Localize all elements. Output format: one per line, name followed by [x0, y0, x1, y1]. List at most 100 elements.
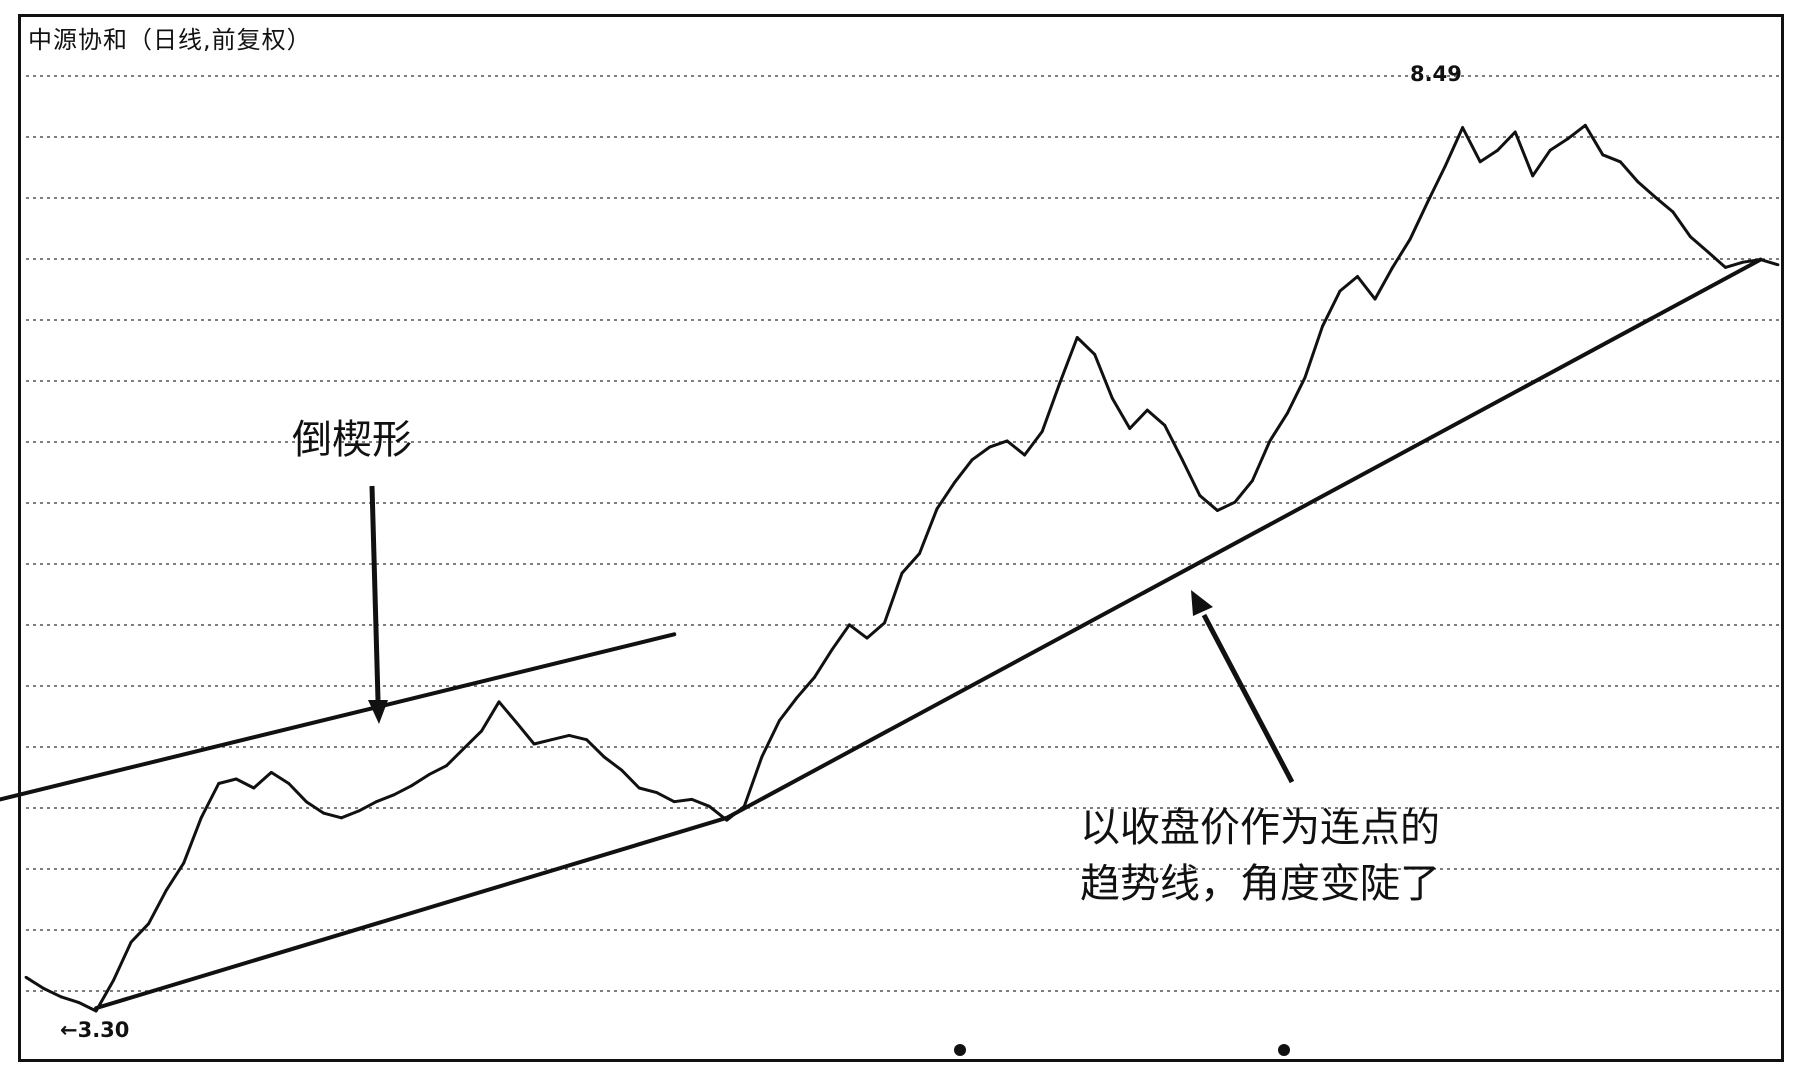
price-point	[830, 648, 834, 652]
price-point	[1759, 258, 1762, 261]
price-point	[410, 784, 413, 788]
price-point	[1198, 494, 1202, 497]
price-point	[1776, 263, 1780, 267]
price-point	[1128, 427, 1132, 430]
price-point	[42, 986, 45, 990]
price-point	[182, 861, 186, 865]
price-point	[883, 621, 886, 625]
annotation-arrows	[368, 485, 1295, 1056]
price-point	[655, 791, 659, 794]
price-point	[795, 696, 799, 700]
price-line	[25, 123, 1779, 1013]
price-point	[637, 786, 641, 790]
price-point	[1478, 160, 1482, 164]
price-point	[357, 809, 361, 813]
price-point	[970, 458, 974, 462]
low-price-label: ←3.30	[60, 1018, 130, 1042]
price-point	[1636, 180, 1640, 184]
price-series	[24, 123, 1780, 1013]
price-point	[147, 922, 151, 926]
price-point	[848, 623, 851, 627]
price-point	[602, 755, 606, 759]
price-point	[1426, 200, 1429, 204]
price-point	[497, 700, 501, 704]
price-point	[988, 445, 991, 449]
wedge-arrow-shaft	[369, 485, 381, 701]
price-point	[707, 804, 711, 808]
price-point	[1321, 324, 1324, 328]
price-point	[252, 786, 256, 790]
price-point	[1531, 174, 1535, 178]
price-point	[287, 782, 291, 785]
price-point	[1338, 289, 1342, 293]
price-point	[1496, 148, 1500, 152]
price-point	[1110, 396, 1114, 400]
price-point	[585, 738, 589, 742]
price-point	[865, 636, 869, 640]
price-point	[129, 940, 133, 944]
price-point	[164, 889, 168, 892]
price-point	[918, 552, 921, 555]
price-point	[515, 721, 518, 725]
price-point	[1251, 479, 1254, 483]
trendline-arrow-shaft	[1201, 613, 1295, 784]
price-point	[1163, 423, 1167, 427]
wedge-arrow-head	[368, 700, 388, 724]
price-point	[1268, 439, 1272, 443]
trendline-annotation-line2: 趋势线，角度变陡了	[1080, 861, 1440, 907]
price-point	[392, 793, 396, 797]
price-point	[1653, 195, 1657, 199]
price-point	[1040, 430, 1044, 433]
grid-lines	[26, 75, 1780, 992]
price-point	[445, 764, 448, 768]
price-point	[1601, 153, 1605, 157]
price-point	[1618, 160, 1622, 164]
high-price-label: 8.49	[1410, 62, 1462, 86]
price-point	[322, 811, 326, 815]
price-point	[1391, 265, 1394, 269]
price-point	[1689, 235, 1692, 239]
price-point	[1005, 439, 1009, 443]
price-point	[1566, 137, 1570, 141]
price-point	[199, 816, 203, 820]
price-point	[217, 782, 221, 785]
price-point	[1286, 411, 1289, 415]
price-point	[1671, 210, 1675, 214]
price-point	[1093, 352, 1097, 356]
price-point	[269, 770, 273, 774]
price-point	[900, 571, 904, 575]
price-point	[1023, 453, 1027, 457]
price-point	[1058, 381, 1062, 385]
trendline-annotation: 以收盘价作为连点的 趋势线，角度变陡了	[1080, 800, 1440, 912]
trendlines	[0, 257, 1763, 1011]
price-point	[1373, 297, 1377, 301]
price-point	[1443, 165, 1447, 168]
price-point	[550, 738, 553, 742]
price-point	[760, 755, 764, 759]
price-point	[1233, 500, 1237, 504]
price-point	[1408, 237, 1412, 241]
price-point	[304, 800, 308, 804]
price-point	[777, 719, 781, 722]
price-point	[1741, 260, 1745, 264]
price-point	[1075, 336, 1079, 339]
price-point	[1724, 265, 1727, 269]
price-point	[1215, 509, 1219, 512]
price-point	[112, 978, 115, 982]
trendline-wedge-upper	[0, 632, 677, 802]
price-point	[94, 1009, 98, 1013]
price-point	[813, 676, 816, 679]
price-point	[1548, 148, 1552, 152]
price-point	[567, 733, 571, 737]
chart-title: 中源协和（日线,前复权）	[28, 26, 312, 54]
price-point	[1180, 458, 1184, 462]
trendline-arrow-head	[1191, 590, 1213, 616]
price-point	[480, 729, 483, 733]
price-point	[59, 995, 63, 999]
price-point	[620, 768, 624, 772]
axis-marker-2	[1278, 1044, 1290, 1056]
price-point	[1145, 408, 1149, 412]
price-point	[339, 816, 343, 820]
price-point	[1513, 130, 1517, 134]
